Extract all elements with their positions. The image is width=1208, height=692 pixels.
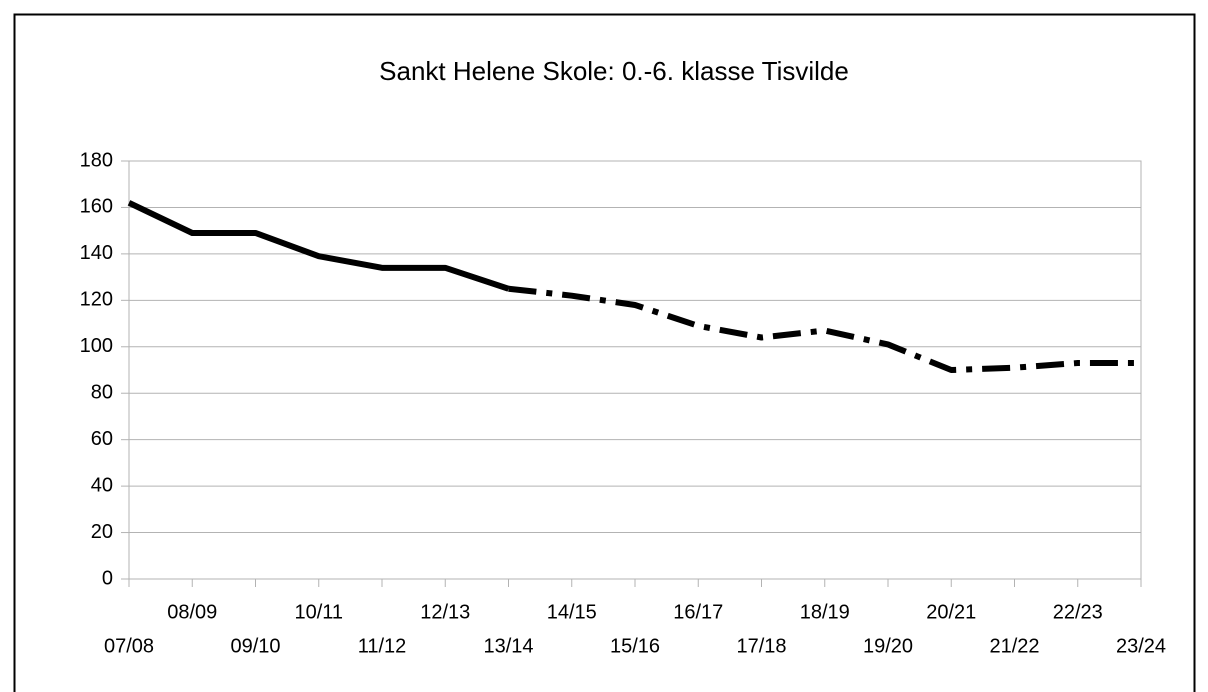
y-tick-label: 140 [80,242,113,264]
x-tick-label: 16/17 [673,601,723,623]
x-tick-label: 09/10 [230,635,280,657]
x-tick-label: 22/23 [1053,601,1103,623]
x-tick-label: 15/16 [610,635,660,657]
chart-frame [13,13,1196,692]
y-tick-label: 0 [102,567,113,589]
y-tick-label: 40 [91,474,113,496]
y-tick-label: 120 [80,289,113,311]
y-tick-label: 180 [80,149,113,171]
y-tick-label: 80 [91,382,113,404]
x-tick-label: 12/13 [420,601,470,623]
x-tick-label: 19/20 [863,635,913,657]
x-tick-label: 11/12 [358,635,407,657]
x-tick-label: 21/22 [989,635,1039,657]
x-tick-label: 10/11 [294,601,343,623]
y-tick-label: 60 [91,428,113,450]
y-tick-label: 20 [91,521,113,543]
x-tick-label: 13/14 [483,635,533,657]
x-tick-label: 23/24 [1116,635,1166,657]
data-line [127,200,510,292]
chart-title: Sankt Helene Skole: 0.-6. klasse Tisvild… [379,56,849,86]
x-tick-label: 18/19 [800,601,850,623]
x-tick-label: 20/21 [926,601,976,623]
x-tick-label: 07/08 [104,635,154,657]
x-tick-label: 14/15 [547,601,597,623]
y-tick-label: 100 [80,335,113,357]
y-tick-label: 160 [80,196,113,218]
x-tick-label: 08/09 [167,601,217,623]
x-tick-label: 17/18 [736,635,786,657]
data-line [508,285,1141,373]
